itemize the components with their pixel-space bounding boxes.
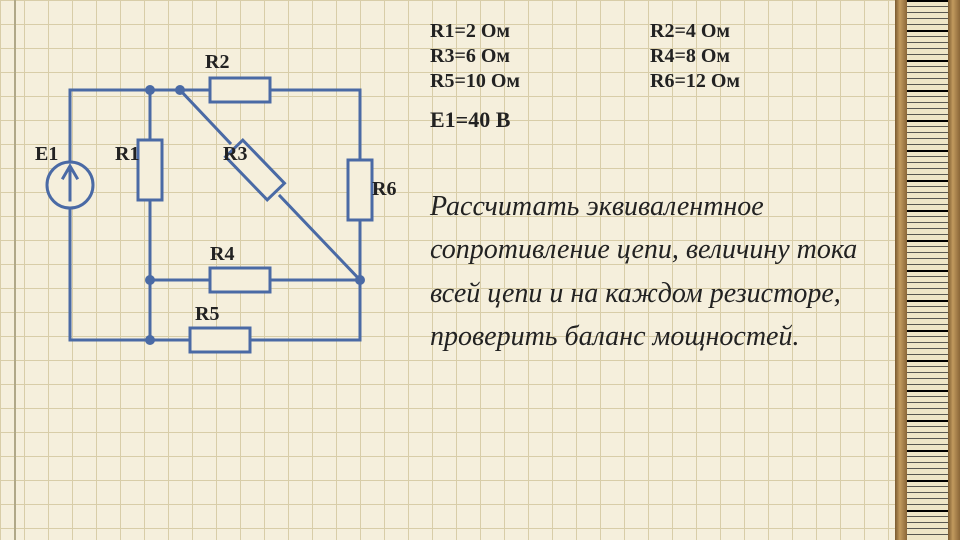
label-r5: R5 (195, 303, 219, 325)
param-e1: E1=40 В (430, 107, 830, 133)
ruler-wood-left (895, 0, 907, 540)
task-text: Рассчитать эквивалентное сопротивление ц… (430, 185, 860, 359)
label-r4: R4 (210, 243, 234, 265)
param-r4: R4=8 Ом (650, 45, 830, 68)
page-root: E1 R2 R1 R3 R6 R4 R5 R1=2 Ом R2=4 Ом R3=… (0, 0, 960, 540)
label-r2: R2 (205, 51, 229, 73)
param-r1: R1=2 Ом (430, 20, 610, 43)
param-r2: R2=4 Ом (650, 20, 830, 43)
label-r1: R1 (115, 143, 139, 165)
circuit-diagram: E1 R2 R1 R3 R6 R4 R5 (30, 40, 410, 410)
param-r6: R6=12 Ом (650, 70, 830, 93)
param-r5: R5=10 Ом (430, 70, 610, 93)
ruler-decoration (895, 0, 960, 540)
param-r3: R3=6 Ом (430, 45, 610, 68)
label-e1: E1 (35, 143, 58, 165)
ruler-scale (907, 0, 948, 540)
ruler-wood-right (948, 0, 960, 540)
margin-line (14, 0, 16, 540)
parameters-block: R1=2 Ом R2=4 Ом R3=6 Ом R4=8 Ом R5=10 Ом… (430, 20, 830, 133)
label-r6: R6 (372, 178, 396, 200)
label-r3: R3 (223, 143, 247, 165)
